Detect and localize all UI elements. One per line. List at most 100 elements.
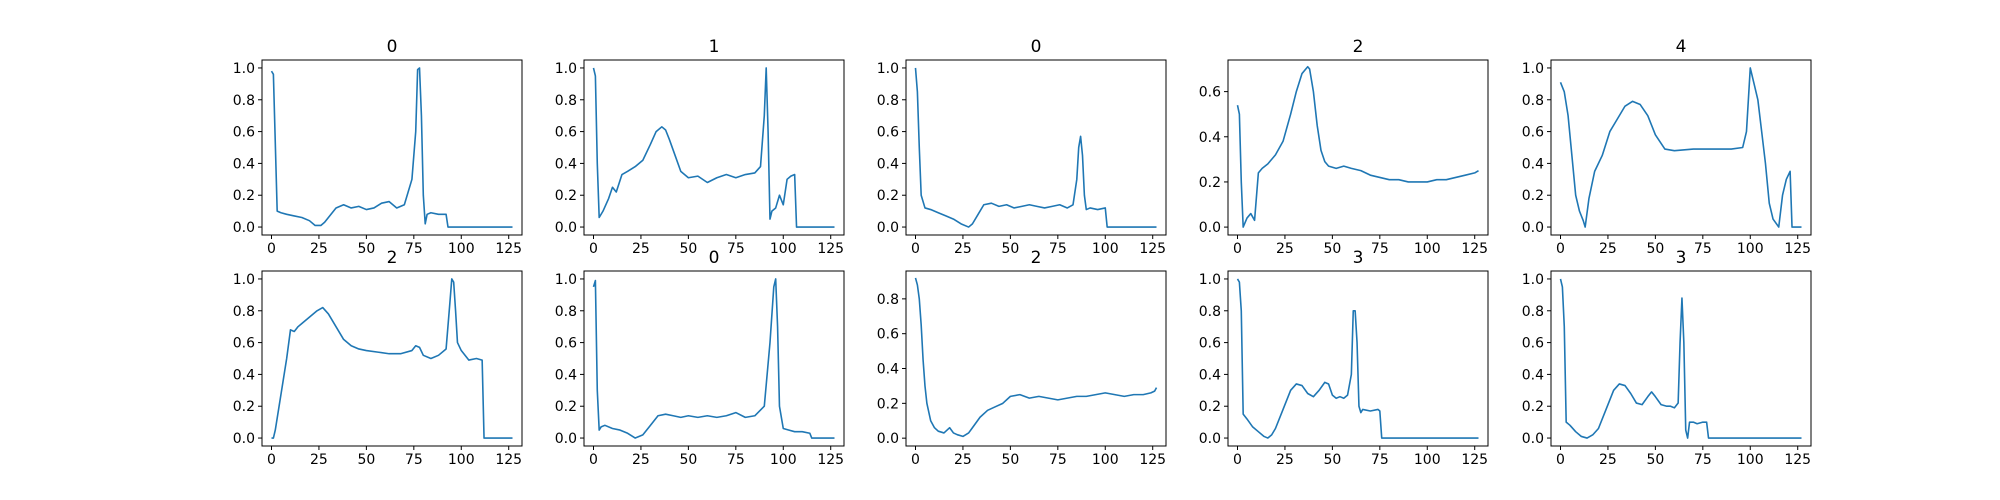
y-tick-label: 0.2 bbox=[233, 188, 255, 204]
x-tick-label: 125 bbox=[495, 241, 522, 257]
subplot-title: 1 bbox=[709, 37, 720, 57]
x-tick-label: 50 bbox=[1001, 452, 1019, 468]
x-tick-label: 100 bbox=[448, 452, 475, 468]
y-tick-label: 0.6 bbox=[555, 336, 577, 352]
y-tick-label: 0.2 bbox=[1199, 175, 1221, 191]
x-tick-label: 25 bbox=[310, 241, 328, 257]
y-tick-label: 0.2 bbox=[877, 188, 899, 204]
x-tick-label: 0 bbox=[1233, 241, 1242, 257]
axes-frame bbox=[1550, 59, 1812, 236]
y-tick-label: 0.0 bbox=[1199, 431, 1221, 447]
y-tick-label: 0.2 bbox=[877, 396, 899, 412]
subplot-9: 3 0 25 50 75 100 125 0.0 0.2 0.4 0.6 0.8 1.0 bbox=[1522, 248, 1812, 468]
x-tick-label: 100 bbox=[770, 241, 797, 257]
series-line bbox=[1236, 278, 1479, 439]
y-tick-label: 0.0 bbox=[1522, 220, 1544, 236]
y-tick-label: 0.8 bbox=[555, 304, 577, 320]
subplot-6: 0 0 25 50 75 100 125 0.0 0.2 0.4 0.6 0.8 1.0 bbox=[555, 248, 845, 468]
series-line bbox=[271, 278, 513, 439]
x-tick-label: 50 bbox=[357, 452, 375, 468]
y-tick-label: 0.8 bbox=[555, 93, 577, 109]
y-tick-label: 0.4 bbox=[877, 156, 899, 172]
axes-frame bbox=[261, 270, 523, 447]
x-tick-label: 75 bbox=[727, 241, 745, 257]
x-tick-label: 25 bbox=[632, 241, 650, 257]
subplot-1: 1 0 25 50 75 100 125 0.0 0.2 0.4 0.6 0.8 1.0 bbox=[555, 37, 845, 257]
axes-frame bbox=[261, 59, 523, 236]
y-tick-label: 1.0 bbox=[555, 61, 577, 77]
x-tick-label: 75 bbox=[1694, 452, 1712, 468]
x-tick-label: 125 bbox=[1461, 241, 1488, 257]
y-tick-label: 1.0 bbox=[555, 272, 577, 288]
x-tick-label: 25 bbox=[1276, 452, 1294, 468]
axes-frame bbox=[1227, 59, 1489, 236]
x-tick-label: 75 bbox=[1371, 241, 1389, 257]
y-tick-label: 0.0 bbox=[555, 431, 577, 447]
subplot-title: 0 bbox=[387, 37, 398, 57]
y-tick-label: 0.6 bbox=[1522, 336, 1544, 352]
x-tick-label: 0 bbox=[1556, 241, 1565, 257]
y-tick-label: 1.0 bbox=[233, 272, 255, 288]
y-tick-label: 0.6 bbox=[233, 336, 255, 352]
y-tick-label: 0.0 bbox=[877, 431, 899, 447]
x-tick-label: 100 bbox=[448, 241, 475, 257]
subplot-title: 2 bbox=[387, 248, 398, 268]
axes-frame bbox=[583, 59, 845, 236]
y-tick-label: 0.2 bbox=[233, 399, 255, 415]
y-tick-label: 0.4 bbox=[1199, 130, 1221, 146]
subplot-0: 0 0 25 50 75 100 125 0.0 0.2 0.4 0.6 0.8 1.0 bbox=[233, 37, 523, 257]
x-tick-label: 50 bbox=[1323, 452, 1341, 468]
x-tick-label: 75 bbox=[1049, 452, 1067, 468]
y-tick-label: 0.4 bbox=[233, 367, 255, 383]
x-tick-label: 50 bbox=[679, 241, 697, 257]
subplot-4: 4 0 25 50 75 100 125 0.0 0.2 0.4 0.6 0.8 1.0 bbox=[1522, 37, 1812, 257]
subplot-title: 4 bbox=[1676, 37, 1687, 57]
x-tick-label: 0 bbox=[1233, 452, 1242, 468]
x-tick-label: 100 bbox=[1414, 452, 1441, 468]
y-tick-label: 0.8 bbox=[1522, 93, 1544, 109]
x-tick-label: 0 bbox=[911, 452, 920, 468]
x-tick-label: 50 bbox=[357, 241, 375, 257]
y-tick-label: 0.8 bbox=[233, 304, 255, 320]
axes-frame bbox=[1550, 270, 1812, 447]
subplot-title: 2 bbox=[1353, 37, 1364, 57]
x-tick-label: 100 bbox=[770, 452, 797, 468]
y-tick-label: 0.6 bbox=[233, 125, 255, 141]
y-tick-label: 0.4 bbox=[233, 156, 255, 172]
subplot-title: 0 bbox=[1031, 37, 1042, 57]
x-tick-label: 75 bbox=[1694, 241, 1712, 257]
series-line bbox=[592, 278, 835, 439]
subplot-7: 2 0 25 50 75 100 125 0.0 0.2 0.4 0.6 0.8 bbox=[877, 248, 1167, 468]
x-tick-label: 125 bbox=[1784, 452, 1811, 468]
y-tick-label: 1.0 bbox=[233, 61, 255, 77]
y-tick-label: 1.0 bbox=[877, 61, 899, 77]
series-line bbox=[592, 67, 835, 228]
y-tick-label: 0.0 bbox=[1522, 431, 1544, 447]
y-tick-label: 0.4 bbox=[1522, 367, 1544, 383]
y-tick-label: 0.8 bbox=[1199, 304, 1221, 320]
x-tick-label: 25 bbox=[954, 452, 972, 468]
x-tick-label: 25 bbox=[1599, 452, 1617, 468]
subplot-title: 3 bbox=[1676, 248, 1687, 268]
y-tick-label: 0.6 bbox=[877, 327, 899, 343]
subplot-3: 2 0 25 50 75 100 125 0.0 0.2 0.4 0.6 bbox=[1199, 37, 1489, 257]
y-tick-label: 0.4 bbox=[555, 367, 577, 383]
x-tick-label: 0 bbox=[267, 241, 276, 257]
subplot-title: 0 bbox=[709, 248, 720, 268]
x-tick-label: 100 bbox=[1414, 241, 1441, 257]
axes-frame bbox=[905, 270, 1167, 447]
x-tick-label: 50 bbox=[1646, 241, 1664, 257]
y-tick-label: 0.0 bbox=[877, 220, 899, 236]
y-tick-label: 1.0 bbox=[1199, 272, 1221, 288]
x-tick-label: 125 bbox=[1139, 452, 1166, 468]
x-tick-label: 100 bbox=[1737, 241, 1764, 257]
y-tick-label: 0.0 bbox=[1199, 220, 1221, 236]
series-line bbox=[1559, 278, 1802, 439]
y-tick-label: 0.2 bbox=[555, 188, 577, 204]
axes-frame bbox=[583, 270, 845, 447]
x-tick-label: 125 bbox=[1139, 241, 1166, 257]
x-tick-label: 25 bbox=[310, 452, 328, 468]
x-tick-label: 75 bbox=[1371, 452, 1389, 468]
x-tick-label: 50 bbox=[1001, 241, 1019, 257]
